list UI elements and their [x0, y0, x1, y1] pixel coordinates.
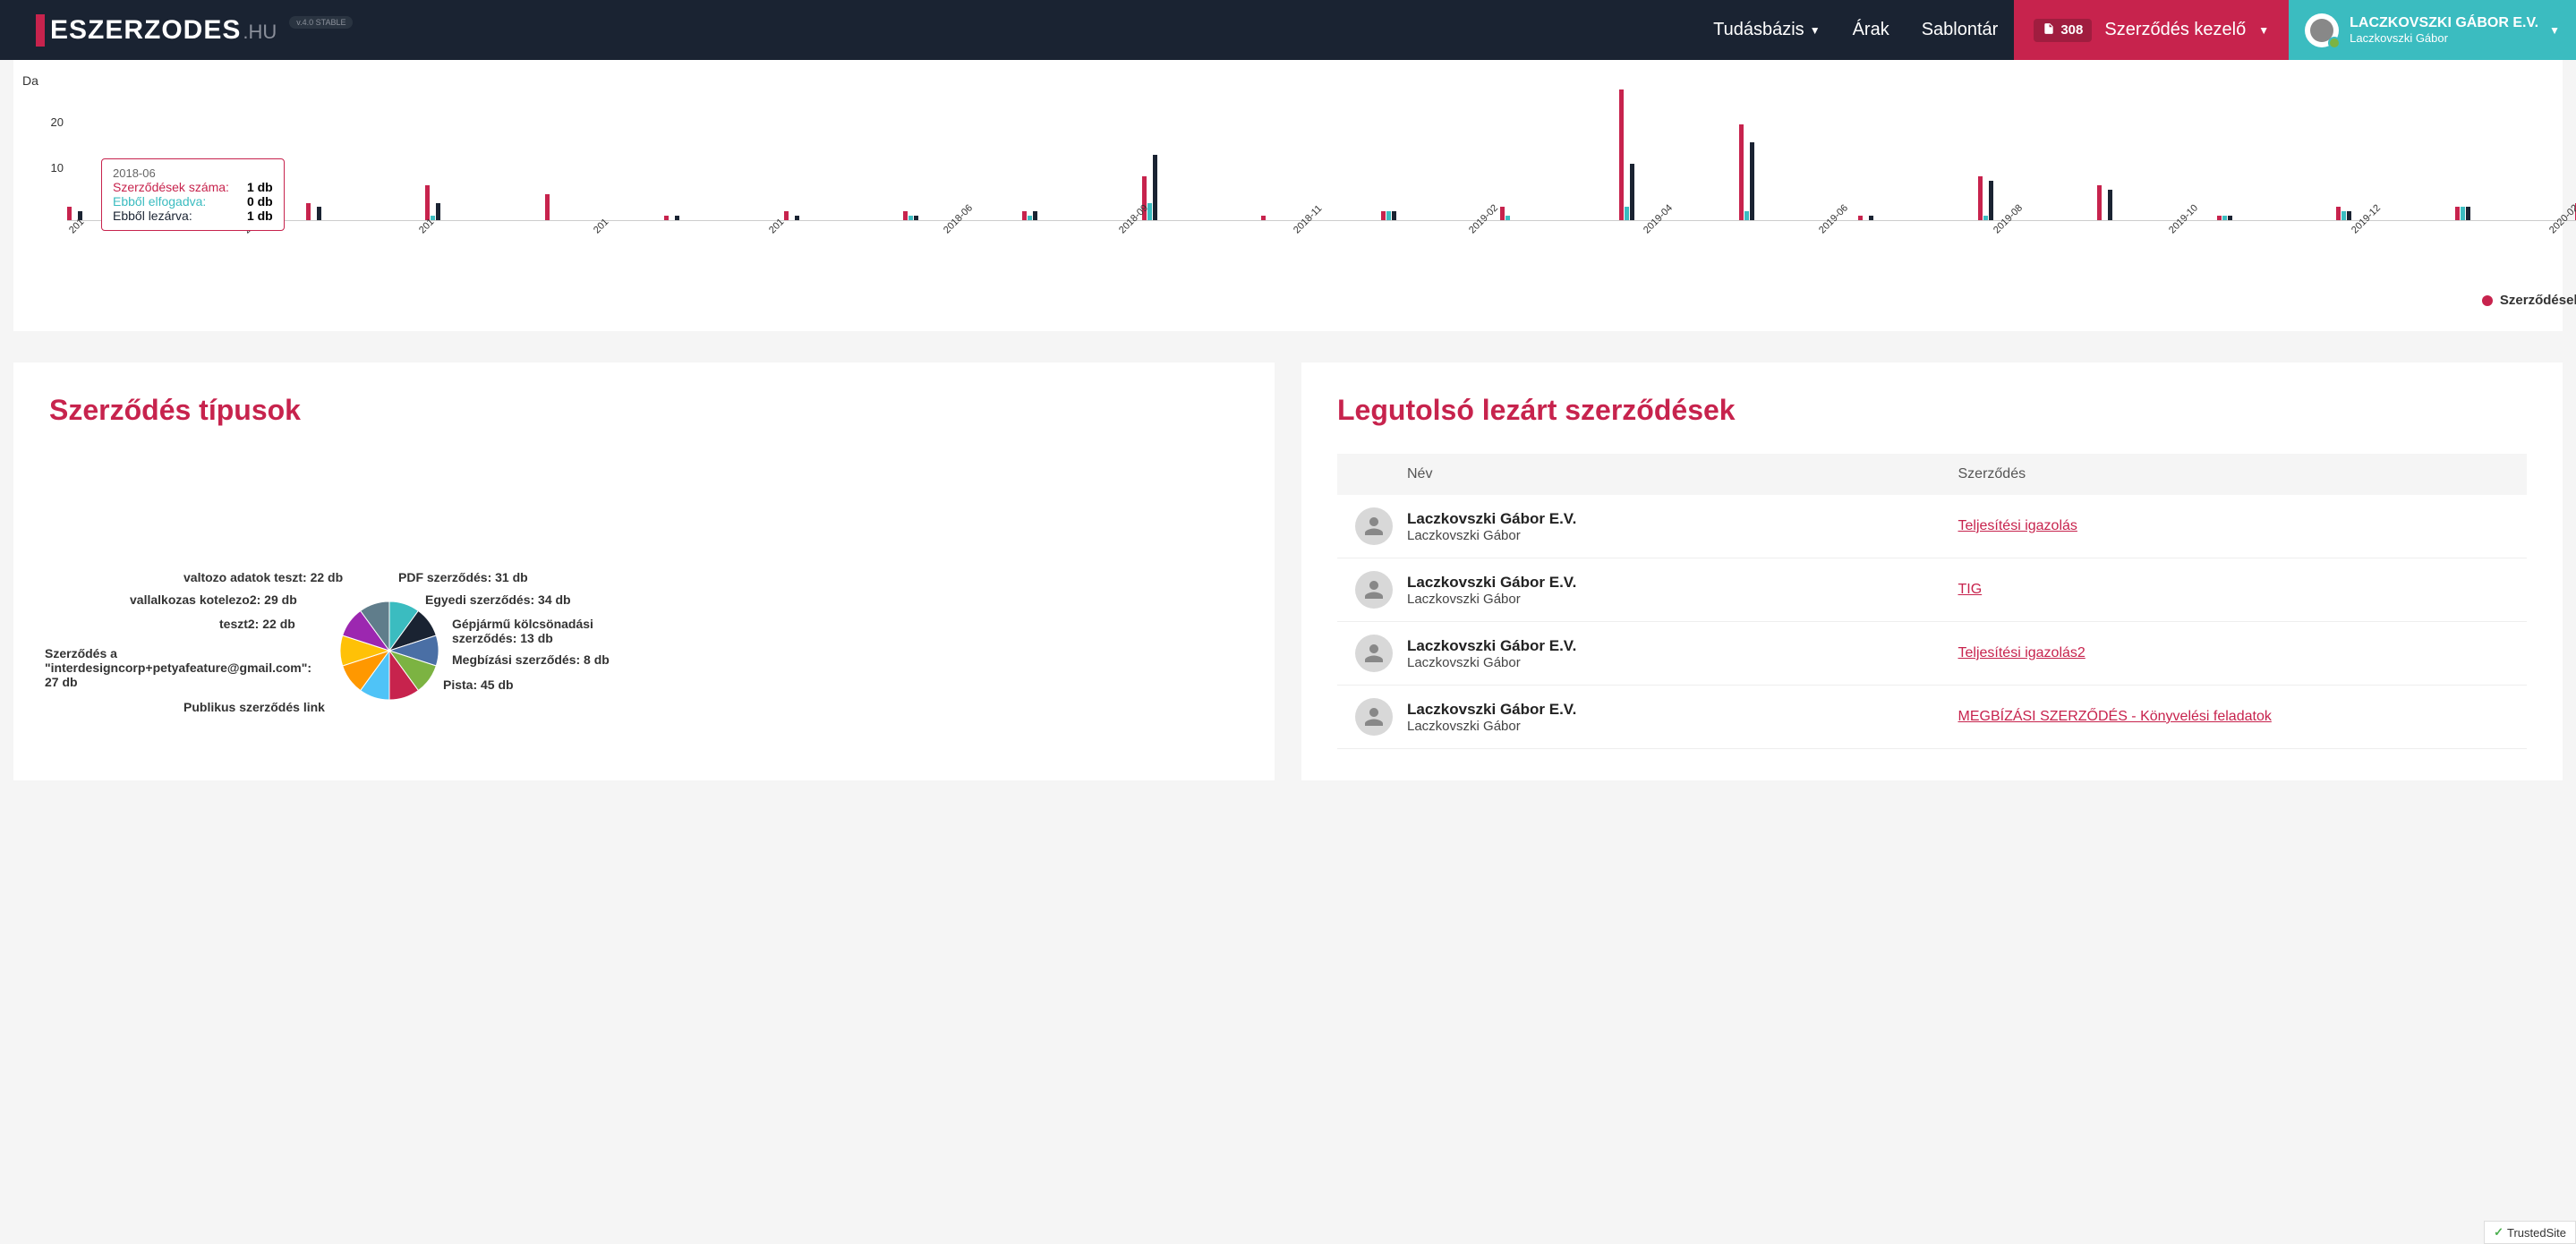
x-axis-labels: 2012012012012012018-062018-092018-112019… — [67, 228, 2576, 239]
row-company: Laczkovszki Gábor E.V. — [1407, 574, 1958, 592]
row-person: Laczkovszki Gábor — [1407, 528, 1958, 543]
avatar — [1355, 635, 1393, 672]
column-header: Szerződés — [1958, 466, 2510, 482]
contract-types-card: Szerződés típusok valtozo adatok teszt: … — [13, 362, 1275, 780]
pie-slice-label: Egyedi szerződés: 34 db — [425, 592, 571, 607]
row-company: Laczkovszki Gábor E.V. — [1407, 637, 1958, 655]
chart-credits[interactable]: Highcharts.com — [67, 311, 2576, 322]
chart-legend: Szerződések száma Ebből elfogadva Ebből … — [67, 293, 2576, 308]
trusted-label: TrustedSite — [2507, 1226, 2566, 1240]
row-person: Laczkovszki Gábor — [1407, 655, 1958, 670]
pie-slice-label: teszt2: 22 db — [219, 617, 295, 631]
pie-slice-label: PDF szerződés: 31 db — [398, 570, 528, 584]
contract-count-badge: 308 — [2034, 19, 2092, 42]
pie-slice-label: Publikus szerződés link — [183, 700, 325, 714]
card-title: Legutolsó lezárt szerződések — [1337, 394, 2527, 427]
column-header: Név — [1407, 466, 1958, 482]
tooltip-value: 1 db — [247, 180, 273, 194]
contract-link[interactable]: Teljesítési igazolás2 — [1958, 645, 2086, 660]
avatar — [1355, 698, 1393, 736]
legend-label: Szerződések száma — [2500, 293, 2576, 308]
chevron-down-icon: ▼ — [2258, 24, 2269, 37]
contract-count: 308 — [2060, 22, 2083, 38]
nav: Tudásbázis ▼ Árak Sablontár 308 Szerződé… — [1697, 0, 2576, 60]
pie-slice-label: valtozo adatok teszt: 22 db — [183, 570, 343, 584]
card-title: Szerződés típusok — [49, 394, 1239, 427]
contract-manager-label: Szerződés kezelő — [2104, 20, 2246, 40]
pie-slice-label: vallalkozas kotelezo2: 29 db — [130, 592, 297, 607]
contract-manager-menu[interactable]: 308 Szerződés kezelő ▼ — [2014, 0, 2289, 60]
table-row[interactable]: Laczkovszki Gábor E.V.Laczkovszki Gábor … — [1337, 686, 2527, 749]
check-icon: ✓ — [2494, 1225, 2503, 1240]
trusted-site-badge[interactable]: ✓ TrustedSite — [2484, 1221, 2576, 1244]
pie-slice-label: Megbízási szerződés: 8 db — [452, 652, 610, 667]
closed-contracts-card: Legutolsó lezárt szerződések Név Szerződ… — [1301, 362, 2563, 780]
closed-contracts-table: Név Szerződés Laczkovszki Gábor E.V.Lacz… — [1337, 454, 2527, 749]
nav-arak[interactable]: Árak — [1837, 20, 1906, 40]
tooltip-period: 2018-06 — [113, 166, 273, 180]
nav-sablontar[interactable]: Sablontár — [1906, 20, 2015, 40]
version-badge: v.4.0 STABLE — [289, 16, 353, 29]
pie-slice-label: Gépjármű kölcsönadási szerződés: 13 db — [452, 617, 613, 645]
row-company: Laczkovszki Gábor E.V. — [1407, 701, 1958, 719]
row-person: Laczkovszki Gábor — [1407, 592, 1958, 607]
y-tick: 10 — [40, 161, 64, 175]
table-row[interactable]: Laczkovszki Gábor E.V.Laczkovszki Gábor … — [1337, 495, 2527, 558]
chevron-down-icon: ▼ — [1810, 24, 1821, 37]
nav-arak-label: Árak — [1853, 20, 1889, 40]
nav-tudasbazis-label: Tudásbázis — [1713, 20, 1804, 40]
avatar — [2305, 13, 2339, 47]
tooltip-label: Ebből lezárva: — [113, 209, 192, 223]
contract-link[interactable]: Teljesítési igazolás — [1958, 518, 2077, 533]
contract-link[interactable]: MEGBÍZÁSI SZERZŐDÉS - Könyvelési feladat… — [1958, 709, 2272, 724]
avatar — [1355, 507, 1393, 545]
legend-dot — [2482, 295, 2493, 306]
logo-main: ESZERZODES — [50, 15, 241, 46]
row-person: Laczkovszki Gábor — [1407, 719, 1958, 734]
logo-suffix: .HU — [243, 21, 277, 44]
pie-slice-label: Szerződés a "interdesigncorp+petyafeatur… — [45, 646, 313, 689]
document-icon — [2043, 22, 2055, 38]
user-company: LACZKOVSZKI GÁBOR E.V. — [2350, 15, 2538, 31]
status-indicator — [2328, 37, 2341, 49]
y-axis-label: Da — [22, 73, 38, 88]
chevron-down-icon: ▼ — [2549, 24, 2560, 37]
table-row[interactable]: Laczkovszki Gábor E.V.Laczkovszki Gábor … — [1337, 622, 2527, 686]
tooltip-label: Szerződések száma: — [113, 180, 229, 194]
tooltip-label: Ebből elfogadva: — [113, 194, 206, 209]
legend-item[interactable]: Szerződések száma — [2482, 293, 2576, 308]
contract-link[interactable]: TIG — [1958, 582, 1983, 597]
nav-tudasbazis[interactable]: Tudásbázis ▼ — [1697, 20, 1836, 40]
tooltip-value: 0 db — [247, 194, 273, 209]
table-row[interactable]: Laczkovszki Gábor E.V.Laczkovszki Gábor … — [1337, 558, 2527, 622]
user-menu[interactable]: LACZKOVSZKI GÁBOR E.V. Laczkovszki Gábor… — [2289, 0, 2576, 60]
table-header: Név Szerződés — [1337, 454, 2527, 495]
nav-sablontar-label: Sablontár — [1922, 20, 1999, 40]
y-tick: 20 — [40, 115, 64, 129]
chart-tooltip: 2018-06 Szerződések száma: 1 db Ebből elf… — [101, 158, 285, 231]
row-company: Laczkovszki Gábor E.V. — [1407, 510, 1958, 528]
pie-slice-label: Pista: 45 db — [443, 677, 514, 692]
user-name: Laczkovszki Gábor — [2350, 31, 2538, 45]
types-pie-area[interactable]: valtozo adatok teszt: 22 db vallalkozas … — [49, 454, 1239, 722]
header: ESZERZODES .HU v.4.0 STABLE Tudásbázis ▼… — [0, 0, 2576, 60]
tooltip-value: 1 db — [247, 209, 273, 223]
logo[interactable]: ESZERZODES .HU v.4.0 STABLE — [36, 14, 353, 47]
logo-accent — [36, 14, 45, 47]
y-axis: 30 20 10 0 — [40, 69, 64, 221]
avatar — [1355, 571, 1393, 609]
bar-chart-panel: Da 30 20 10 0 2012012012012012018-062018… — [13, 60, 2576, 331]
